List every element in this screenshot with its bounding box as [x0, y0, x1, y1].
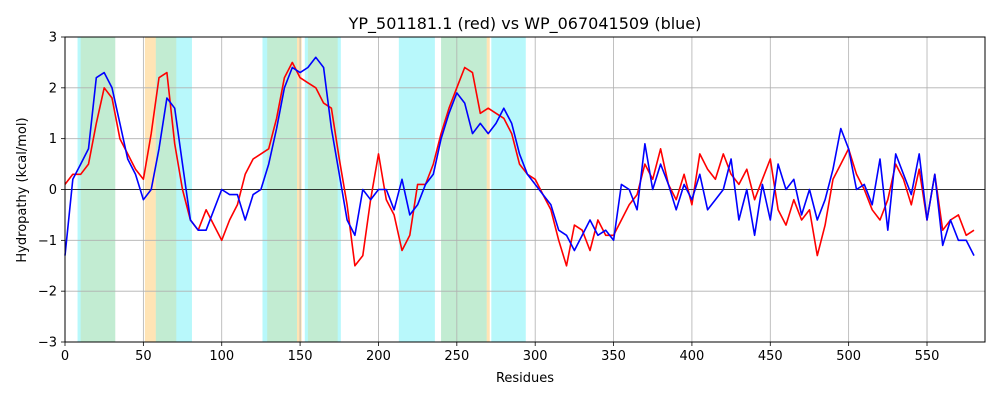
x-tick-label: 100: [209, 349, 234, 364]
series-line: [64, 61, 975, 267]
x-tick-label: 400: [680, 349, 705, 364]
x-axis-label: Residues: [496, 371, 554, 386]
y-tick-label: 2: [49, 81, 57, 96]
chart-title: YP_501181.1 (red) vs WP_067041509 (blue): [348, 14, 702, 34]
x-tick-label: 500: [836, 349, 861, 364]
y-tick-label: −1: [38, 234, 57, 249]
x-tick-label: 150: [288, 349, 313, 364]
y-tick-label: −3: [38, 336, 57, 351]
y-tick-label: 3: [49, 31, 57, 46]
x-tick-label: 300: [523, 349, 548, 364]
x-tick-label: 200: [366, 349, 391, 364]
x-tick-label: 50: [135, 349, 152, 364]
series-line: [64, 56, 975, 256]
y-tick-label: −2: [38, 285, 57, 300]
y-tick-label: 1: [49, 132, 57, 147]
x-tick-label: 450: [758, 349, 783, 364]
series: [64, 56, 975, 267]
x-tick-label: 350: [601, 349, 626, 364]
x-tick-label: 550: [915, 349, 940, 364]
x-tick-label: 0: [61, 349, 69, 364]
x-tick-label: 250: [444, 349, 469, 364]
y-axis-label: Hydropathy (kcal/mol): [15, 117, 30, 262]
axis-ticks: 0 50 100 150 200 250 300 350 400 450 500 550 −3 −2 −1 0…: [38, 31, 940, 365]
y-tick-label: 0: [49, 183, 57, 198]
